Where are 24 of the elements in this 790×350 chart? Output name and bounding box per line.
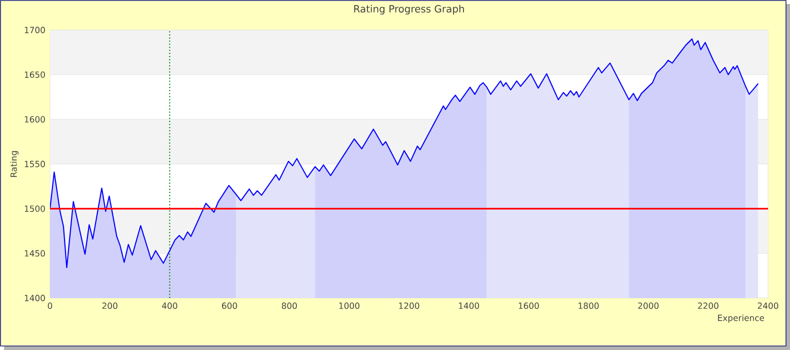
- x-tick-label: 400: [162, 302, 178, 309]
- line-series: [50, 38, 759, 268]
- chart-title: Rating Progress Graph: [354, 4, 464, 15]
- x-tick-label: 1000: [339, 302, 360, 309]
- x-tick-label: 1600: [518, 302, 539, 309]
- y-tick-label: 1700: [24, 26, 45, 34]
- x-tick-label: 2400: [758, 302, 778, 309]
- x-tick-label: 0: [48, 302, 52, 309]
- x-tick-label: 800: [282, 302, 297, 309]
- y-tick-label: 1450: [24, 250, 45, 257]
- x-axis-title: Experience: [718, 314, 764, 323]
- y-tick-label: 1650: [24, 71, 45, 78]
- x-tick-label: 1800: [578, 302, 599, 309]
- x-tick-label: 600: [222, 302, 238, 309]
- x-tick-label: 2200: [698, 302, 718, 309]
- x-tick-label: 2000: [638, 302, 659, 309]
- y-tick-label: 1600: [24, 116, 45, 123]
- y-tick-label: 1550: [24, 160, 45, 168]
- y-axis-title: Rating: [10, 151, 18, 177]
- y-tick-label: 1400: [24, 294, 45, 302]
- y-tick-label: 1500: [24, 205, 45, 212]
- x-tick-label: 1400: [459, 302, 480, 309]
- x-tick-label: 200: [102, 302, 118, 309]
- x-tick-label: 1200: [399, 302, 420, 309]
